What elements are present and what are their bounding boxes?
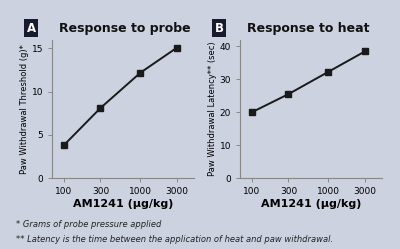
X-axis label: AM1241 (μg/kg): AM1241 (μg/kg)	[73, 199, 173, 209]
Text: Response to probe: Response to probe	[59, 22, 191, 35]
Text: B: B	[214, 22, 224, 35]
Text: Response to heat: Response to heat	[247, 22, 370, 35]
Text: A: A	[26, 22, 36, 35]
X-axis label: AM1241 (μg/kg): AM1241 (μg/kg)	[261, 199, 361, 209]
Text: * Grams of probe pressure applied: * Grams of probe pressure applied	[16, 220, 161, 229]
Y-axis label: Paw Withdrawal Latency** (sec): Paw Withdrawal Latency** (sec)	[208, 42, 217, 176]
Text: ** Latency is the time between the application of heat and paw withdrawal.: ** Latency is the time between the appli…	[16, 235, 333, 244]
Y-axis label: Paw Withdrawal Threshold (g)*: Paw Withdrawal Threshold (g)*	[20, 44, 29, 174]
